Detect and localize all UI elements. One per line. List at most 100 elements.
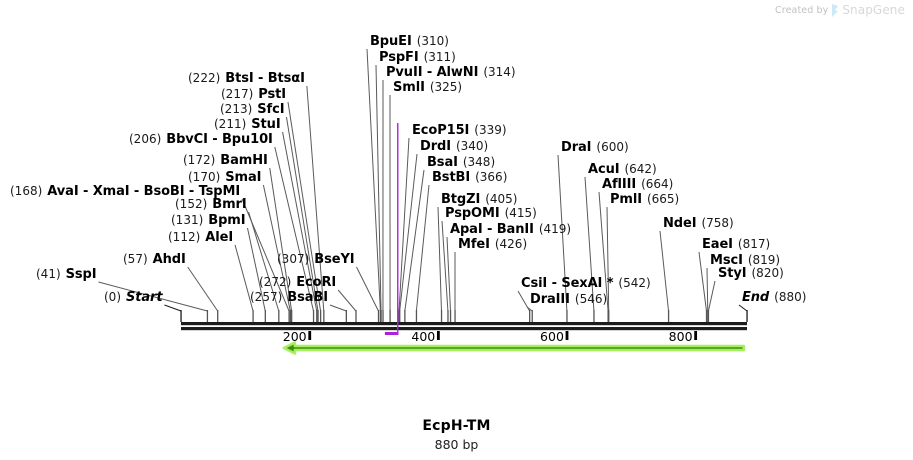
- restriction-site-label: PvuII - AlwNI (314): [386, 65, 516, 80]
- enzyme-name: SspI: [65, 267, 97, 282]
- site-position: (314): [483, 65, 516, 79]
- site-tick: [566, 310, 568, 322]
- site-position: (152): [175, 197, 208, 211]
- site-position: (819): [747, 253, 781, 267]
- restriction-site-label: DraIII (546): [530, 292, 607, 307]
- watermark-brand: SnapGene: [842, 3, 905, 17]
- enzyme-name: BsaI: [427, 155, 458, 170]
- restriction-site-label: StyI (820): [718, 266, 784, 281]
- site-leader-line: [557, 154, 568, 312]
- ruler-label-200: 200: [282, 329, 307, 344]
- site-position: (600): [596, 140, 629, 154]
- restriction-site-label: (272) EcoRI: [259, 275, 336, 290]
- site-position: (817): [737, 237, 771, 251]
- enzyme-name: BpmI: [208, 213, 246, 228]
- site-tick: [454, 310, 456, 322]
- site-position: (112): [168, 230, 201, 244]
- enzyme-name: DraI: [561, 140, 592, 155]
- site-position: (880): [774, 290, 807, 304]
- site-position: (206): [129, 132, 162, 146]
- enzyme-name: AhdI: [152, 252, 186, 267]
- site-leader-line: [598, 191, 609, 312]
- enzyme-name: BstBI: [432, 170, 471, 185]
- site-tick: [345, 310, 347, 322]
- site-leader-line: [262, 184, 291, 312]
- restriction-site-label: EcoP15I (339): [412, 123, 507, 138]
- enzyme-name: DraIII: [530, 292, 570, 307]
- site-position: (222): [188, 71, 221, 85]
- site-leader-line: [187, 266, 219, 312]
- restriction-site-label: (213) SfcI: [220, 102, 285, 117]
- site-leader-line: [707, 280, 716, 312]
- site-leader-line: [306, 85, 325, 312]
- restriction-site-label: PmlI (665): [610, 192, 679, 207]
- restriction-site-label: PspFI (311): [379, 50, 456, 65]
- enzyme-name: Start: [126, 290, 163, 305]
- site-position: (642): [624, 162, 657, 176]
- site-tick: [593, 310, 595, 322]
- enzyme-name: PspFI: [379, 50, 419, 65]
- site-tick: [377, 310, 380, 322]
- restriction-site-label: (217) PstI: [221, 87, 286, 102]
- restriction-site-label: End (880): [742, 290, 806, 305]
- site-position: (311): [423, 50, 456, 64]
- site-leader-line: [366, 48, 381, 312]
- axis-bar-bottom: [181, 327, 747, 331]
- site-position: (307): [277, 252, 310, 266]
- restriction-site-label: NdeI (758): [663, 216, 734, 231]
- site-position: (41): [36, 267, 61, 281]
- site-leader-line: [437, 206, 442, 312]
- site-position: (426): [494, 237, 528, 251]
- enzyme-name: BtsI - BtsαI: [225, 71, 305, 86]
- site-tick: [217, 310, 219, 322]
- site-tick: [529, 310, 531, 322]
- site-leader-line: [282, 131, 318, 312]
- site-tick: [319, 310, 322, 322]
- site-tick: [746, 310, 748, 322]
- site-position: (213): [220, 102, 253, 116]
- ruler-ticks: [308, 331, 698, 340]
- site-position: (257): [250, 290, 283, 304]
- enzyme-name: SmlI: [393, 80, 425, 95]
- site-leader-line: [584, 176, 595, 312]
- site-position: (211): [214, 117, 247, 131]
- axis-bar-top: [181, 322, 747, 326]
- site-leader-line: [98, 281, 208, 312]
- restriction-site-label: PspOMI (415): [445, 206, 537, 221]
- enzyme-name: SmaI: [225, 170, 262, 185]
- watermark-created-by: Created by: [775, 4, 829, 16]
- site-tick: [389, 310, 391, 322]
- site-leader-line: [415, 184, 430, 312]
- restriction-site-label: DrdI (340): [420, 139, 488, 154]
- site-tick: [317, 310, 319, 322]
- ruler-label-400: 400: [411, 329, 436, 344]
- site-leader-line: [234, 244, 254, 312]
- site-tick: [252, 310, 254, 322]
- site-leader-line: [246, 227, 266, 312]
- site-tick: [206, 310, 209, 322]
- site-position: (339): [474, 123, 507, 137]
- enzyme-name: EcoRI: [296, 275, 337, 290]
- enzyme-name: BsaBI: [287, 290, 328, 305]
- site-position: (665): [646, 192, 680, 206]
- site-position: (758): [701, 216, 734, 230]
- site-position: (419): [538, 222, 572, 236]
- site-leader-line: [274, 146, 314, 312]
- site-tick: [380, 310, 382, 322]
- site-leader-line: [164, 304, 182, 312]
- site-tick: [415, 310, 418, 322]
- restriction-site-label: (206) BbvCI - Bpu10I: [129, 132, 273, 147]
- feature-arrow: [282, 341, 746, 355]
- enzyme-name: MscI: [710, 253, 743, 268]
- page-title: EcpH-TM: [422, 418, 491, 434]
- site-tick: [382, 310, 384, 322]
- site-tick: [278, 310, 280, 322]
- site-position: (340): [455, 139, 489, 153]
- site-leader-line: [248, 211, 280, 312]
- enzyme-name: AflIII: [602, 177, 637, 192]
- site-tick-marks-group: [180, 310, 748, 322]
- restriction-site-label: BstBI (366): [432, 170, 507, 185]
- enzyme-name: PvuII - AlwNI: [386, 65, 479, 80]
- site-leader-line: [287, 101, 322, 312]
- site-position: (217): [221, 87, 254, 101]
